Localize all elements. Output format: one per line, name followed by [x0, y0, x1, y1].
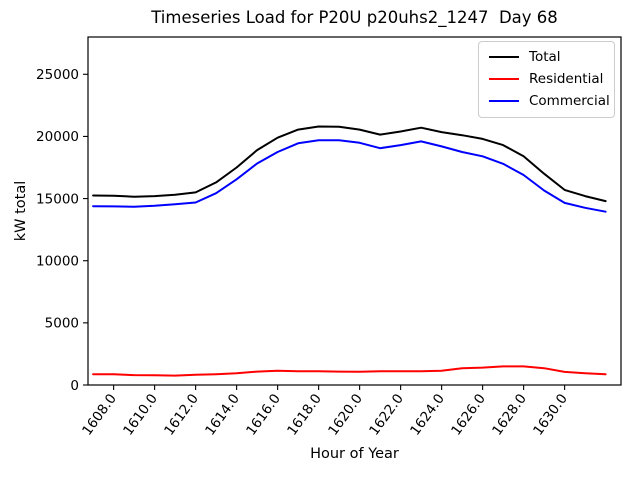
x-tick-label: 1616.0: [243, 391, 284, 439]
x-tick-label: 1612.0: [161, 391, 202, 439]
x-tick-label: 1620.0: [325, 391, 366, 439]
x-tick-label: 1628.0: [489, 391, 530, 439]
legend: Total Residential Commercial: [478, 41, 615, 118]
legend-line-sample-commercial: [489, 100, 519, 103]
x-tick-label: 1622.0: [366, 391, 407, 439]
legend-label-commercial: Commercial: [529, 92, 610, 109]
x-tick-label: 1610.0: [120, 391, 161, 439]
x-tick-label: 1630.0: [530, 391, 571, 439]
x-tick-label: 1608.0: [79, 391, 120, 439]
legend-line-sample-total: [489, 56, 519, 59]
legend-entry-residential: Residential: [489, 70, 604, 87]
x-tick-label: 1626.0: [448, 391, 489, 439]
axes-box: [87, 36, 622, 386]
x-tick-label: 1624.0: [407, 391, 448, 439]
legend-entry-total: Total: [489, 50, 604, 65]
y-tick-label: 5000: [45, 316, 79, 332]
legend-label-total: Total: [529, 49, 561, 65]
legend-entry-commercial: Commercial: [489, 93, 610, 109]
series-residential-line: [92, 365, 607, 377]
y-tick-label: 15000: [36, 191, 79, 207]
y-tick-label: 20000: [36, 129, 79, 145]
legend-label-residential: Residential: [529, 70, 604, 87]
y-tick-label: 0: [70, 378, 79, 394]
series-commercial-line: [92, 139, 607, 213]
y-tick-label: 10000: [36, 254, 79, 270]
x-axis-label: Hour of Year: [310, 446, 399, 462]
y-axis-label: kW total: [13, 180, 29, 242]
legend-line-sample-residential: [489, 78, 519, 81]
x-tick-label: 1618.0: [284, 391, 325, 439]
y-tick-label: 25000: [36, 67, 79, 83]
series-total-line: [92, 125, 607, 203]
chart-title: Timeseries Load for P20U p20uhs2_1247 Da…: [151, 8, 558, 27]
x-tick-label: 1614.0: [202, 391, 243, 439]
